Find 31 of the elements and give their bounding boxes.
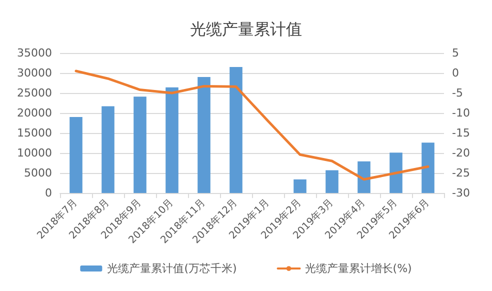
y2-tick-label: -5 (452, 86, 463, 100)
y-tick-label: 35000 (17, 46, 52, 60)
bar (326, 170, 338, 193)
legend-label: 光缆产量累计值(万芯千米) (107, 262, 237, 275)
chart-title: 光缆产量累计值 (190, 20, 302, 38)
legend-label: 光缆产量累计增长(%) (304, 262, 412, 275)
y2-tick-label: -20 (452, 146, 470, 160)
y2-tick-label: 5 (452, 46, 459, 60)
y2-tick-label: -25 (452, 166, 470, 180)
y-tick-label: 5000 (24, 166, 52, 180)
y-tick-label: 20000 (17, 106, 52, 120)
bar (390, 152, 402, 193)
y2-tick-label: -30 (452, 186, 470, 200)
bar (70, 117, 82, 193)
bar (358, 161, 370, 193)
bar (166, 87, 178, 193)
y-tick-label: 30000 (17, 66, 52, 80)
bar (294, 179, 306, 193)
bar (230, 67, 242, 193)
bar (422, 142, 434, 193)
y-tick-label: 0 (45, 186, 52, 200)
y-tick-label: 25000 (17, 86, 52, 100)
y-tick-label: 10000 (17, 146, 52, 160)
bar (134, 96, 146, 193)
y2-tick-label: 0 (452, 66, 459, 80)
y-tick-label: 15000 (17, 126, 52, 140)
line-series (74, 70, 430, 181)
bar (102, 106, 114, 193)
y2-tick-label: -10 (452, 106, 470, 120)
bar (198, 77, 210, 193)
y2-tick-label: -15 (452, 126, 470, 140)
